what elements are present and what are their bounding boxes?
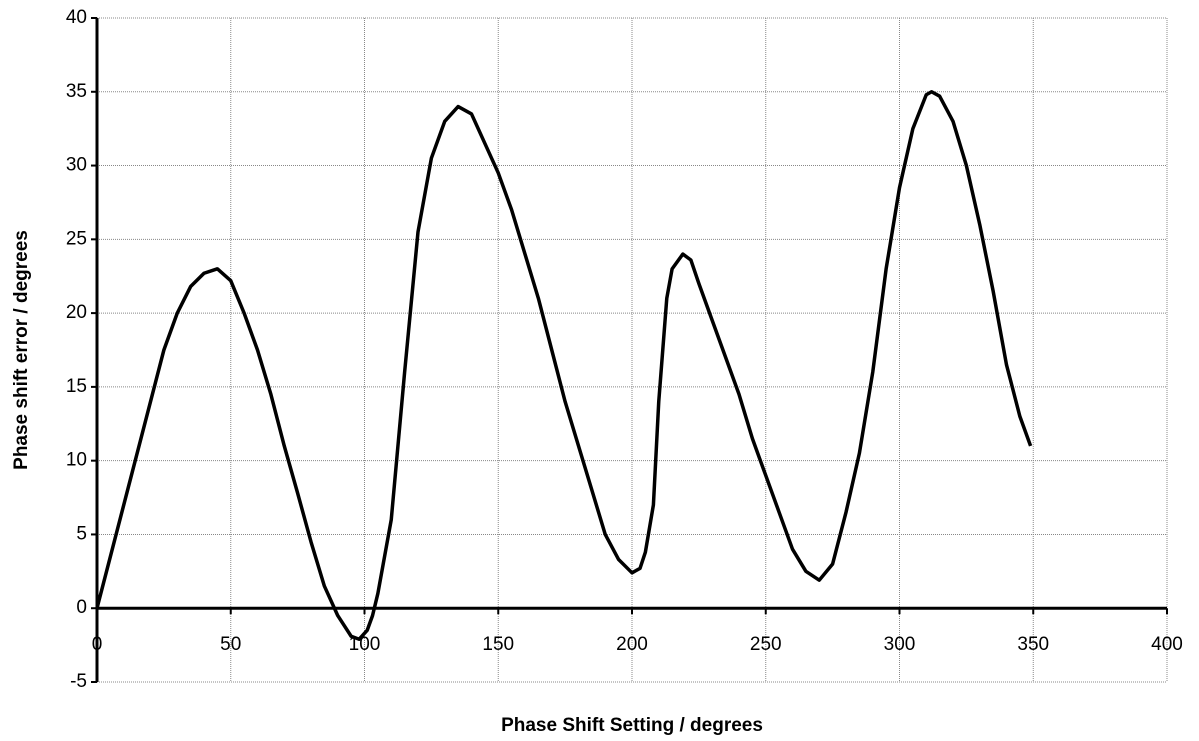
x-axis-label: Phase Shift Setting / degrees — [501, 715, 763, 736]
x-tick-label: 400 — [1151, 634, 1183, 655]
y-tick-label: -5 — [70, 671, 87, 692]
x-tick-label: 50 — [220, 634, 241, 655]
y-tick-label: 5 — [76, 523, 87, 544]
y-tick-label: 40 — [66, 7, 87, 28]
y-tick-label: 35 — [66, 81, 87, 102]
y-tick-label: 25 — [66, 228, 87, 249]
x-tick-label: 350 — [1017, 634, 1049, 655]
x-tick-label: 300 — [884, 634, 916, 655]
y-tick-label: 30 — [66, 155, 87, 176]
y-tick-label: 20 — [66, 302, 87, 323]
x-tick-label: 250 — [750, 634, 782, 655]
y-tick-label: 10 — [66, 450, 87, 471]
y-axis-label: Phase shift error / degrees — [11, 230, 32, 470]
x-tick-label: 150 — [482, 634, 514, 655]
x-tick-label: 200 — [616, 634, 648, 655]
data-line — [95, 90, 1033, 641]
y-tick-label: 15 — [66, 376, 87, 397]
y-tick-label: 0 — [76, 597, 87, 618]
